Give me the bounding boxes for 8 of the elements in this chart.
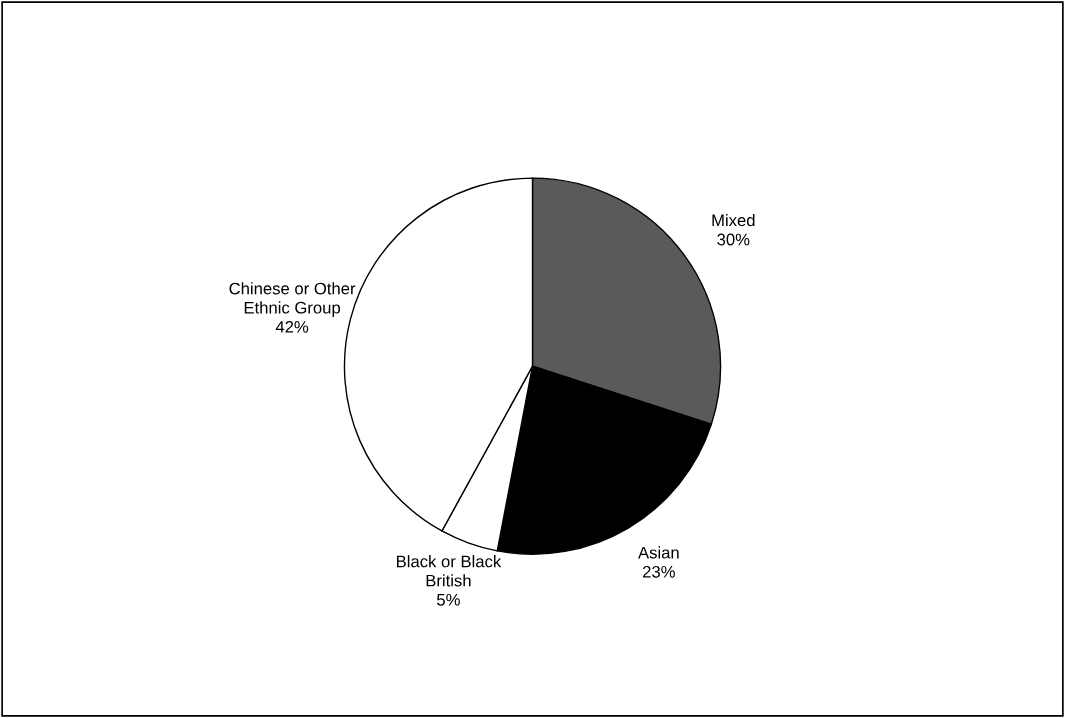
slice-label: Black or Black British bbox=[396, 555, 502, 587]
slice-label: Chinese or Other Ethnic Group bbox=[229, 282, 356, 317]
data-label: 42% bbox=[275, 320, 309, 333]
data-label: 30% bbox=[717, 233, 750, 246]
slice-label: Asian bbox=[638, 546, 679, 559]
data-label: 23% bbox=[643, 565, 675, 578]
data-label: 5% bbox=[437, 593, 460, 606]
slice-label: Mixed bbox=[712, 213, 755, 227]
